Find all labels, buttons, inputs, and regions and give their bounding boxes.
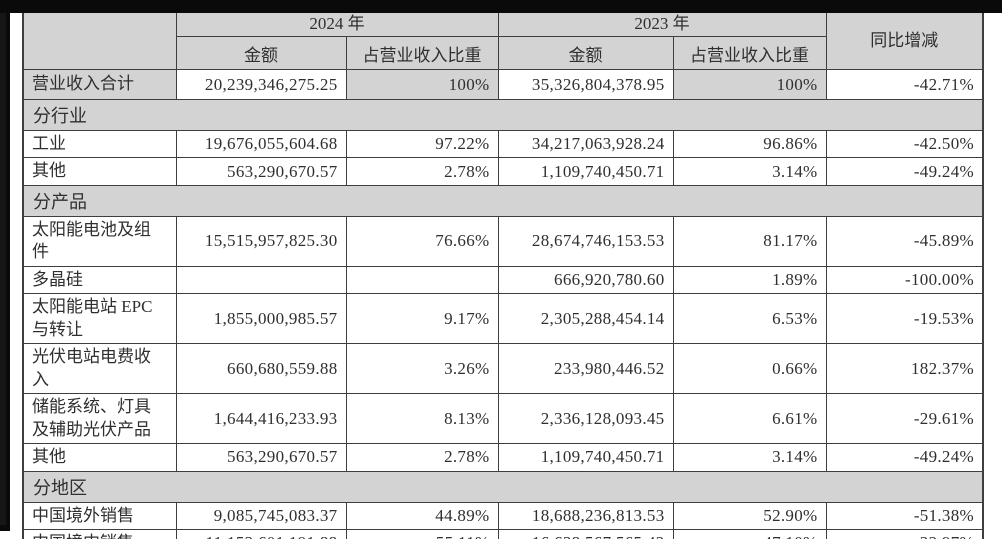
- header-row-measures: 金额 占营业收入比重 金额 占营业收入比重: [23, 36, 983, 70]
- pct-2024-cell: 8.13%: [345, 393, 499, 445]
- amount-2024-cell: 20,239,346,275.25: [175, 69, 347, 100]
- amount-2023-cell: 2,305,288,454.14: [497, 293, 674, 345]
- amount-2024-cell: 9,085,745,083.37: [175, 501, 347, 530]
- pct-2024-cell: 2.78%: [345, 443, 499, 472]
- table-row-domestic-sales: 中国境内销售 11,153,601,191.88 55.11% 16,638,5…: [22, 528, 984, 539]
- yoy-change-cell: -49.24%: [825, 157, 984, 186]
- table-row-total-revenue: 营业收入合计 20,239,346,275.25 100% 35,326,804…: [22, 69, 984, 100]
- pct-2023-cell: 6.61%: [672, 393, 827, 445]
- yoy-change-cell: -100.00%: [825, 265, 984, 295]
- row-label: 营业收入合计: [22, 69, 177, 100]
- pct-2024-cell: 3.26%: [345, 343, 499, 395]
- table-row-epc-transfer: 太阳能电站 EPC 与转让 1,855,000,985.57 9.17% 2,3…: [22, 293, 984, 345]
- table-row-energy-storage-lighting: 储能系统、灯具及辅助光伏产品 1,644,416,233.93 8.13% 2,…: [22, 393, 984, 445]
- amount-2023-header: 金额: [497, 36, 674, 70]
- scan-edge-right: [0, 0, 6, 525]
- pct-2023-cell: 6.53%: [672, 293, 827, 345]
- amount-2024-cell: 660,680,559.88: [175, 343, 347, 395]
- pct-2023-cell: 0.66%: [672, 343, 827, 395]
- amount-2023-cell: 35,326,804,378.95: [497, 69, 674, 100]
- row-label: 多晶硅: [22, 265, 177, 295]
- table-row-industrial: 工业 19,676,055,604.68 97.22% 34,217,063,9…: [22, 129, 984, 159]
- amount-2024-header: 金额: [175, 36, 347, 70]
- pct-2024-cell: 2.78%: [345, 157, 499, 186]
- amount-2023-cell: 233,980,446.52: [497, 343, 674, 395]
- pct-2024-cell: 76.66%: [345, 215, 499, 267]
- amount-2024-cell: 563,290,670.57: [175, 443, 347, 472]
- amount-2023-cell: 666,920,780.60: [497, 265, 674, 295]
- amount-2023-cell: 1,109,740,450.71: [497, 157, 674, 186]
- scan-edge-bottom: [0, 0, 1002, 13]
- amount-2023-cell: 1,109,740,450.71: [497, 443, 674, 472]
- pct-2023-cell: 1.89%: [672, 265, 827, 295]
- table-row-solar-cells-modules: 太阳能电池及组件 15,515,957,825.30 76.66% 28,674…: [22, 215, 984, 267]
- row-label: 中国境外销售: [22, 501, 177, 530]
- row-label: 储能系统、灯具及辅助光伏产品: [22, 393, 177, 445]
- pct-2023-header: 占营业收入比重: [672, 36, 827, 70]
- section-band-label: 分地区: [22, 470, 984, 503]
- row-label: 其他: [22, 157, 177, 186]
- row-label: 太阳能电池及组件: [22, 215, 177, 267]
- corner-header-cell: [22, 5, 177, 70]
- table-row-other-product: 其他 563,290,670.57 2.78% 1,109,740,450.71…: [22, 443, 984, 472]
- section-band-by-region: 分地区: [22, 470, 984, 503]
- yoy-change-cell: -29.61%: [825, 393, 984, 445]
- section-band-by-industry: 分行业: [22, 99, 984, 131]
- row-label: 中国境内销售: [22, 528, 177, 539]
- yoy-change-cell: -19.53%: [825, 293, 984, 345]
- table-row-other-industry: 其他 563,290,670.57 2.78% 1,109,740,450.71…: [22, 157, 984, 186]
- pct-2023-cell: 81.17%: [672, 215, 827, 267]
- yoy-change-cell: 182.37%: [825, 343, 984, 395]
- amount-2023-cell: 28,674,746,153.53: [497, 215, 674, 267]
- pct-2023-cell: 96.86%: [672, 129, 827, 159]
- pct-2024-cell: 100%: [345, 69, 499, 100]
- amount-2024-cell: 1,644,416,233.93: [175, 393, 347, 445]
- amount-2024-cell: [175, 265, 347, 295]
- pct-2023-cell: 100%: [672, 69, 827, 100]
- amount-2023-cell: 16,638,567,565.42: [497, 528, 674, 539]
- table-row-pv-electricity-income: 光伏电站电费收入 660,680,559.88 3.26% 233,980,44…: [22, 343, 984, 395]
- pct-2024-cell: [345, 265, 499, 295]
- section-band-label: 分行业: [22, 99, 984, 131]
- pct-2024-header: 占营业收入比重: [345, 36, 499, 70]
- pct-2023-cell: 47.10%: [672, 528, 827, 539]
- pct-2024-cell: 97.22%: [345, 129, 499, 159]
- row-label: 光伏电站电费收入: [22, 343, 177, 395]
- amount-2024-cell: 11,153,601,191.88: [175, 528, 347, 539]
- row-label: 工业: [22, 129, 177, 159]
- amount-2023-cell: 18,688,236,813.53: [497, 501, 674, 530]
- pct-2023-cell: 3.14%: [672, 157, 827, 186]
- yoy-change-header: 同比增减: [825, 5, 984, 70]
- pct-2024-cell: 9.17%: [345, 293, 499, 345]
- yoy-change-cell: -42.50%: [825, 129, 984, 159]
- table-row-polysilicon: 多晶硅 666,920,780.60 1.89% -100.00%: [22, 265, 984, 295]
- pct-2024-cell: 44.89%: [345, 501, 499, 530]
- yoy-change-cell: -49.24%: [825, 443, 984, 472]
- row-label: 太阳能电站 EPC 与转让: [22, 293, 177, 345]
- section-band-label: 分产品: [22, 184, 984, 217]
- row-label: 其他: [22, 443, 177, 472]
- revenue-breakdown-table: 2024 年 2023 年 同比增减 金额 占营业收入比重 金额 占营业收入比重…: [22, 5, 984, 539]
- yoy-change-cell: -45.89%: [825, 215, 984, 267]
- table-row-overseas-sales: 中国境外销售 9,085,745,083.37 44.89% 18,688,23…: [22, 501, 984, 530]
- amount-2024-cell: 563,290,670.57: [175, 157, 347, 186]
- amount-2024-cell: 19,676,055,604.68: [175, 129, 347, 159]
- yoy-change-cell: -51.38%: [825, 501, 984, 530]
- yoy-change-cell: -42.71%: [825, 69, 984, 100]
- pct-2023-cell: 52.90%: [672, 501, 827, 530]
- section-band-by-product: 分产品: [22, 184, 984, 217]
- amount-2023-cell: 2,336,128,093.45: [497, 393, 674, 445]
- amount-2023-cell: 34,217,063,928.24: [497, 129, 674, 159]
- pct-2024-cell: 55.11%: [345, 528, 499, 539]
- amount-2024-cell: 1,855,000,985.57: [175, 293, 347, 345]
- yoy-change-cell: -32.97%: [825, 528, 984, 539]
- amount-2024-cell: 15,515,957,825.30: [175, 215, 347, 267]
- pct-2023-cell: 3.14%: [672, 443, 827, 472]
